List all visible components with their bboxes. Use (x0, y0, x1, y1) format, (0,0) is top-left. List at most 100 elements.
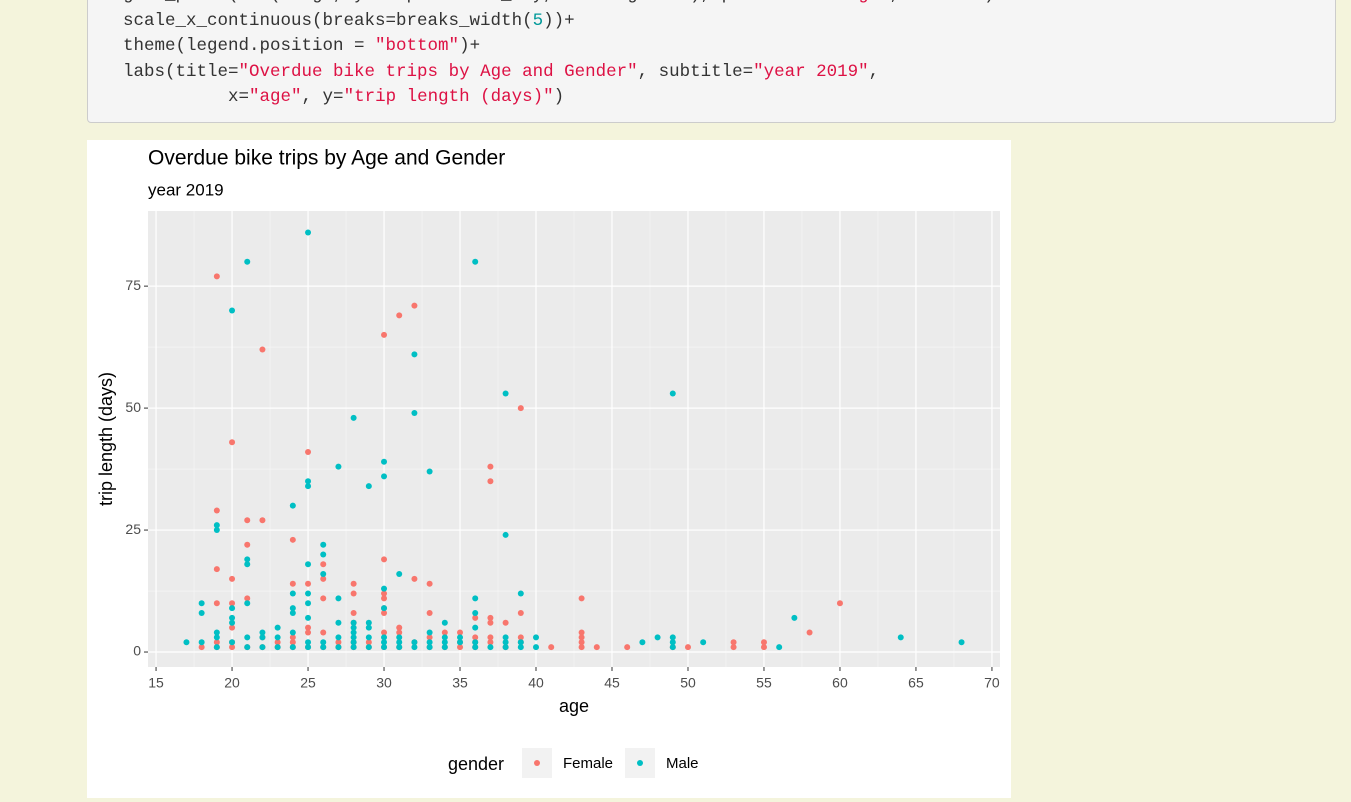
x-tick-label: 35 (452, 675, 468, 691)
point (457, 634, 464, 641)
chart-subtitle: year 2019 (148, 180, 224, 199)
point (381, 331, 388, 338)
point (381, 556, 388, 563)
point (213, 600, 220, 607)
code-line: geom_point(aes(x=age, y=tripduration_day… (88, 0, 1335, 9)
point (289, 609, 296, 616)
point (259, 346, 266, 353)
point (700, 639, 707, 646)
point (289, 644, 296, 651)
point (487, 634, 494, 641)
code-token: ) (553, 87, 565, 107)
point (320, 541, 327, 548)
x-tick-label: 20 (224, 675, 240, 691)
point (441, 619, 448, 626)
point (654, 634, 661, 641)
points (183, 229, 965, 651)
point (381, 458, 388, 465)
point (183, 639, 190, 646)
code-line: x="age", y="trip length (days)") (88, 85, 1335, 111)
point (472, 258, 479, 265)
point (578, 639, 585, 646)
code-token: )+ (459, 36, 481, 56)
point (669, 639, 676, 646)
y-tick-label: 50 (125, 399, 141, 415)
point (381, 609, 388, 616)
point (517, 609, 524, 616)
point (381, 473, 388, 480)
point (350, 624, 357, 631)
point (289, 605, 296, 612)
point (958, 639, 965, 646)
point (669, 390, 676, 397)
point (305, 629, 312, 636)
point (229, 600, 236, 607)
code-line: labs(title="Overdue bike trips by Age an… (88, 60, 1335, 86)
point (457, 644, 464, 651)
point (517, 590, 524, 597)
point (426, 629, 433, 636)
point (411, 409, 418, 416)
chart-title: Overdue bike trips by Age and Gender (148, 147, 505, 170)
point (502, 531, 509, 538)
point (289, 634, 296, 641)
code-token: "trip length (days)" (343, 87, 554, 107)
point (441, 639, 448, 646)
point (457, 639, 464, 646)
point (305, 639, 312, 646)
point (457, 629, 464, 636)
point (350, 634, 357, 641)
point (502, 644, 509, 651)
x-tick-label: 30 (376, 675, 392, 691)
code-block: geom_point(aes(x=age, y=tripduration_day… (87, 0, 1336, 123)
point (350, 609, 357, 616)
point (198, 609, 205, 616)
point (487, 463, 494, 470)
point (350, 580, 357, 587)
point (517, 644, 524, 651)
point (229, 307, 236, 314)
legend-marker (637, 760, 643, 766)
point (441, 634, 448, 641)
x-tick-label: 65 (908, 675, 924, 691)
point (213, 639, 220, 646)
code-token: ))+ (543, 10, 575, 31)
point (381, 644, 388, 651)
point (305, 229, 312, 236)
point (305, 590, 312, 597)
point (229, 575, 236, 582)
point (305, 483, 312, 490)
point (426, 644, 433, 651)
point (760, 639, 767, 646)
code-token: , (868, 61, 880, 82)
point (198, 644, 205, 651)
point (350, 629, 357, 636)
point (381, 590, 388, 597)
x-axis-label: age (559, 696, 589, 716)
point (335, 463, 342, 470)
point (684, 644, 691, 651)
point (396, 570, 403, 577)
point (335, 639, 342, 646)
point (578, 634, 585, 641)
x-tick-label: 55 (756, 675, 772, 691)
point (335, 595, 342, 602)
point (472, 595, 479, 602)
point (244, 258, 251, 265)
code-token: 5 (532, 10, 544, 31)
x-tick-label: 60 (832, 675, 848, 691)
point (274, 624, 281, 631)
point (533, 644, 540, 651)
point (365, 634, 372, 641)
point (472, 634, 479, 641)
y-tick-label: 25 (125, 521, 141, 537)
code-token: "Overdue bike trips by Age and Gender" (238, 61, 638, 82)
point (472, 624, 479, 631)
point (396, 624, 403, 631)
point (350, 639, 357, 646)
point (244, 595, 251, 602)
point (639, 639, 646, 646)
point (411, 639, 418, 646)
point (305, 449, 312, 456)
